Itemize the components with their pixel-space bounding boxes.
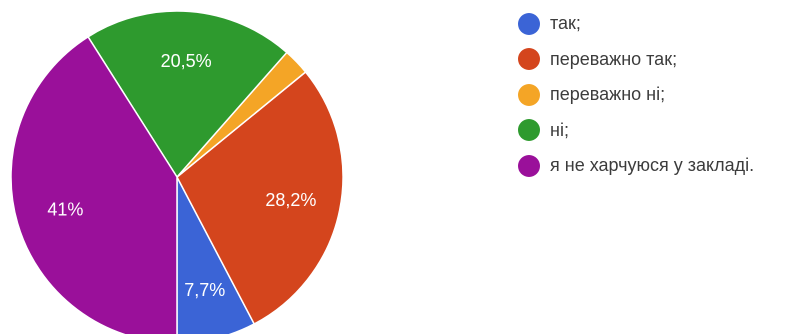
pie-label-perevazhno-tak: 28,2% <box>265 190 316 210</box>
pie-chart: 7,7% 28,2% 20,5% 41% <box>10 10 344 334</box>
legend-label-perevazhno-ni: переважно ні; <box>550 84 666 105</box>
legend-swatch-ne-kharchuiusia <box>518 154 540 177</box>
legend-item-ni: ні; <box>518 113 754 149</box>
legend-swatch-perevazhno-ni <box>518 83 540 106</box>
pie-label-tak: 7,7% <box>184 280 225 300</box>
legend-swatch-tak <box>518 12 540 35</box>
legend-swatch-perevazhno-tak <box>518 48 540 71</box>
legend-item-perevazhno-tak: переважно так; <box>518 42 754 78</box>
legend-label-ni: ні; <box>550 119 569 140</box>
legend-item-ne-kharchuiusia: я не харчуюся у закладі. <box>518 148 754 184</box>
legend-item-tak: так; <box>518 6 754 42</box>
legend-label-perevazhno-tak: переважно так; <box>550 48 678 69</box>
legend: так; переважно так; переважно ні; ні; я … <box>518 6 754 184</box>
legend-label-tak: так; <box>550 13 581 34</box>
pie-label-ne-kharchuiusia: 41% <box>47 199 83 219</box>
pie-slice-ni <box>87 10 288 179</box>
legend-swatch-ni <box>518 119 540 142</box>
pie-slice-ne-kharchuiusia <box>10 35 178 334</box>
pie-label-ni: 20,5% <box>161 51 212 71</box>
pie-slice-perevazhno-tak <box>176 70 344 325</box>
legend-label-ne-kharchuiusia: я не харчуюся у закладі. <box>550 155 755 176</box>
legend-item-perevazhno-ni: переважно ні; <box>518 77 754 113</box>
